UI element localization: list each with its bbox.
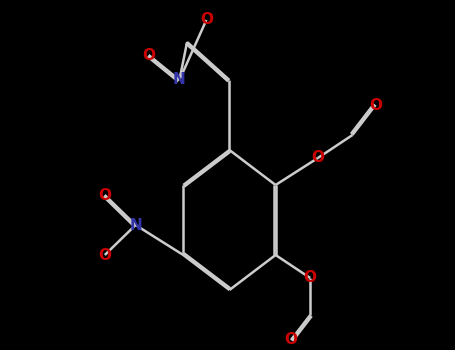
Text: O: O [98, 188, 111, 203]
Text: O: O [284, 332, 298, 348]
Text: O: O [142, 48, 155, 63]
Text: O: O [303, 271, 317, 286]
Text: O: O [311, 150, 324, 166]
Text: N: N [129, 217, 142, 232]
Text: O: O [200, 13, 213, 28]
Text: O: O [98, 247, 111, 262]
Text: N: N [173, 72, 186, 88]
Text: O: O [369, 98, 382, 112]
